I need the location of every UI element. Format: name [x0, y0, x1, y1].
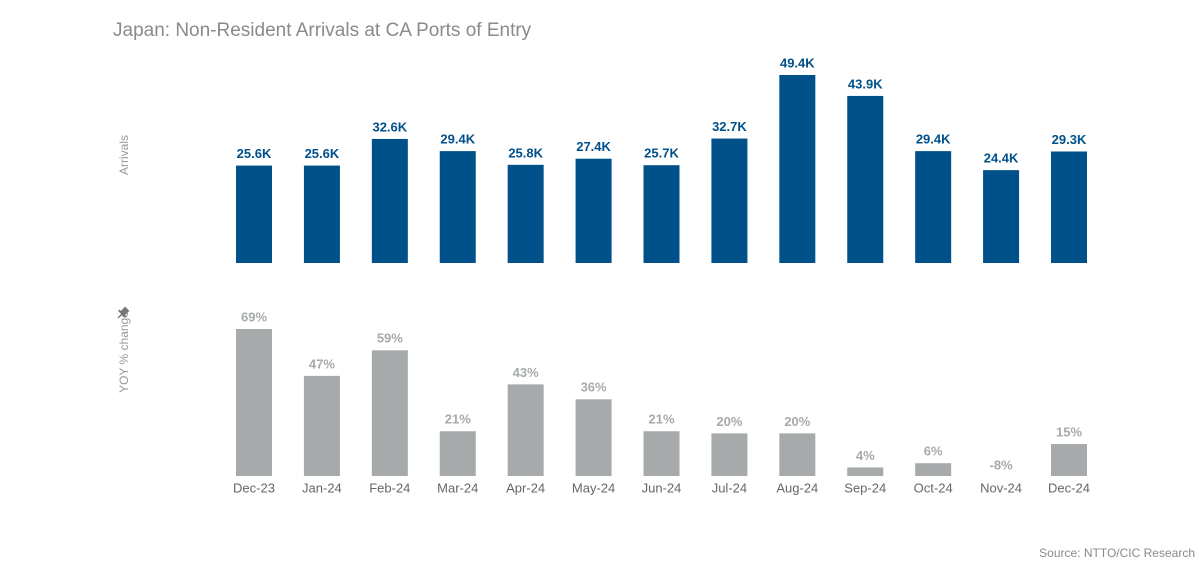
bar [643, 165, 680, 263]
bar [915, 151, 952, 263]
data-label: 25.8K [508, 145, 543, 160]
data-label: 20% [784, 414, 810, 429]
data-label: 21% [445, 412, 471, 427]
arrivals-panel: 25.6K 25.6K 32.6K 29.4K 25.8K 27.4K 25.7K 32.7K… [236, 55, 1087, 263]
data-label: 59% [377, 331, 403, 346]
data-label: 20% [716, 414, 742, 429]
data-label: 29.4K [440, 132, 475, 147]
bar [575, 158, 612, 263]
bar [507, 164, 544, 263]
data-label: -8% [990, 457, 1014, 472]
yoy-labels: 69% 47% 59% 21% 43% 36% 21% 20% 20% 4% 6% -8% 15% Dec… [233, 309, 1090, 495]
bar [575, 399, 612, 476]
data-label: 43.9K [848, 76, 883, 91]
bar [236, 329, 272, 476]
y-axis-label: YOY % change [117, 311, 131, 393]
yoy-bars [236, 329, 1087, 476]
bar [847, 95, 884, 263]
source: Source: NTTO/CIC Research [1039, 546, 1195, 560]
y-axis-label: Arrivals [117, 135, 131, 175]
x-tick-label: Jan-24 [302, 480, 342, 495]
x-tick-label: May-24 [572, 480, 615, 495]
data-label: 32.6K [372, 119, 407, 134]
bar [371, 350, 408, 476]
bar [711, 138, 748, 263]
bar [779, 75, 816, 263]
bar [847, 467, 884, 476]
bar [507, 384, 544, 476]
data-label: 29.3K [1052, 132, 1087, 147]
bar [439, 431, 476, 476]
bar [1051, 151, 1087, 263]
data-label: 27.4K [576, 139, 611, 154]
bar [711, 433, 748, 476]
x-tick-label: Dec-23 [233, 480, 275, 495]
data-label: 43% [513, 365, 539, 380]
data-label: 47% [309, 356, 335, 371]
data-label: 49.4K [780, 55, 815, 70]
bar [643, 431, 680, 476]
bar [303, 375, 340, 476]
data-label: 69% [241, 309, 267, 324]
data-label: 32.7K [712, 119, 747, 134]
x-tick-label: Sep-24 [844, 480, 886, 495]
x-tick-label: Nov-24 [980, 480, 1022, 495]
data-label: 29.4K [916, 132, 951, 147]
bar [303, 165, 340, 263]
bar [1051, 444, 1087, 476]
x-tick-label: Apr-24 [506, 480, 545, 495]
bar [983, 170, 1020, 263]
data-label: 6% [924, 444, 943, 459]
x-tick-label: Oct-24 [914, 480, 953, 495]
data-label: 25.7K [644, 146, 679, 161]
data-label: 24.4K [984, 151, 1019, 166]
x-tick-label: Mar-24 [437, 480, 478, 495]
bar [915, 463, 952, 476]
bar [779, 433, 816, 476]
data-label: 25.6K [305, 146, 340, 161]
data-label: 15% [1056, 424, 1082, 439]
data-label: 25.6K [237, 146, 272, 161]
chart-title: Japan: Non-Resident Arrivals at CA Ports… [113, 20, 532, 41]
x-tick-label: Feb-24 [369, 480, 410, 495]
data-label: 36% [581, 380, 607, 395]
bar [439, 151, 476, 263]
bar [236, 165, 272, 263]
x-tick-label: Dec-24 [1048, 480, 1090, 495]
x-tick-label: Jun-24 [642, 480, 682, 495]
data-label: 4% [856, 448, 875, 463]
data-label: 21% [648, 412, 674, 427]
x-tick-label: Jul-24 [712, 480, 747, 495]
bar [371, 138, 408, 263]
x-tick-label: Aug-24 [776, 480, 818, 495]
pin-icon[interactable] [115, 305, 131, 321]
